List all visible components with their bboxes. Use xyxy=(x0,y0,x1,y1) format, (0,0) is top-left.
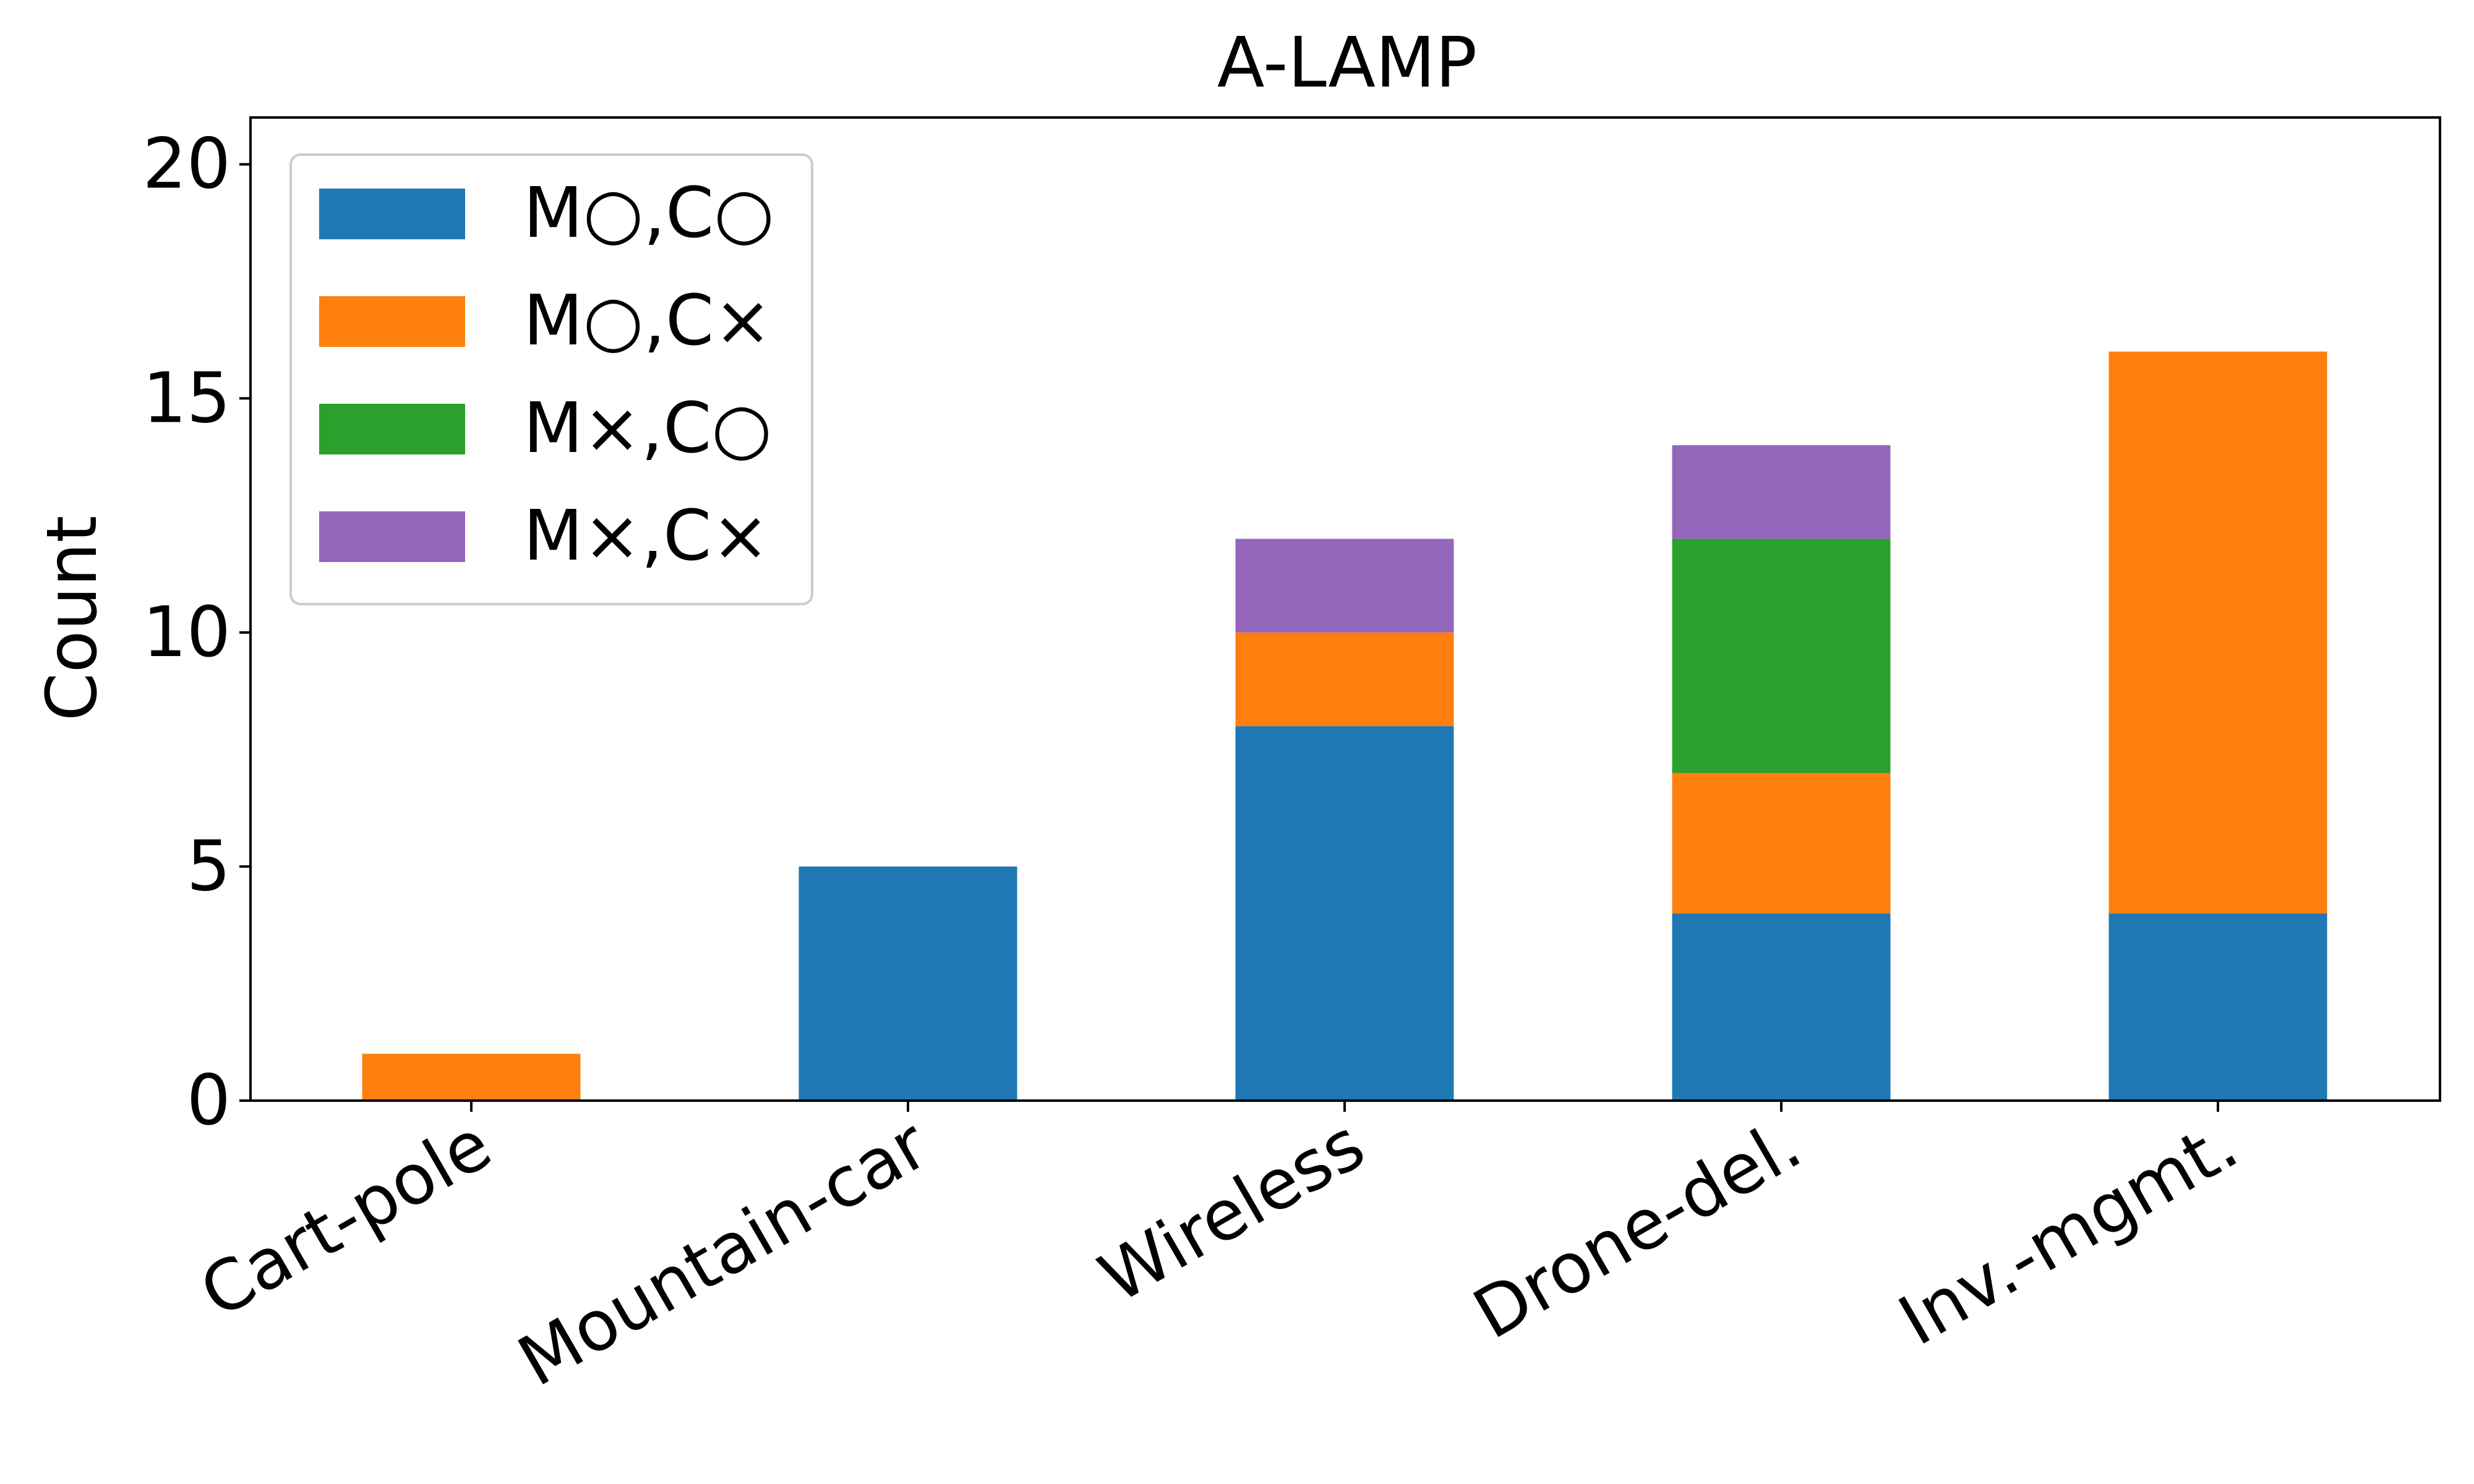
bar-wireless-series-2 xyxy=(1235,632,1454,727)
y-tick-label: 15 xyxy=(142,358,231,438)
y-axis-label: Count xyxy=(32,516,113,722)
bar-wireless-series-4 xyxy=(1235,539,1454,633)
bar-drone-del--series-1 xyxy=(1672,913,1891,1101)
y-tick-label: 20 xyxy=(142,124,231,205)
chart-title: A-LAMP xyxy=(1217,23,1477,103)
legend-swatch xyxy=(319,404,465,454)
bar-mountain-car-series-1 xyxy=(798,866,1017,1101)
legend-swatch xyxy=(319,296,465,347)
legend-label: M○,C○ xyxy=(523,173,774,254)
legend-swatch xyxy=(319,189,465,239)
legend: M○,C○ M○,C× M×,C○ M×,C× xyxy=(289,153,813,605)
bar-drone-del--series-4 xyxy=(1672,445,1891,539)
y-tick-label: 10 xyxy=(142,592,231,673)
bar-inv-mgmt--series-2 xyxy=(2108,351,2327,914)
legend-label: M○,C× xyxy=(523,281,772,361)
y-tick-label: 0 xyxy=(187,1060,231,1141)
bar-inv-mgmt--series-1 xyxy=(2108,913,2327,1101)
bar-drone-del--series-2 xyxy=(1672,773,1891,914)
legend-label: M×,C○ xyxy=(523,388,772,469)
legend-swatch xyxy=(319,511,465,562)
bar-wireless-series-1 xyxy=(1235,726,1454,1101)
legend-label: M×,C× xyxy=(523,496,769,576)
bars-group xyxy=(362,351,2327,1101)
plot-frame xyxy=(249,116,2441,1102)
legend-frame xyxy=(289,153,813,605)
y-tick-label: 5 xyxy=(187,826,231,906)
bar-cart-pole-series-2 xyxy=(362,1054,581,1101)
y-ticks-group: 0 5 10 15 20 xyxy=(142,124,250,1141)
bar-drone-del--series-3 xyxy=(1672,539,1891,773)
